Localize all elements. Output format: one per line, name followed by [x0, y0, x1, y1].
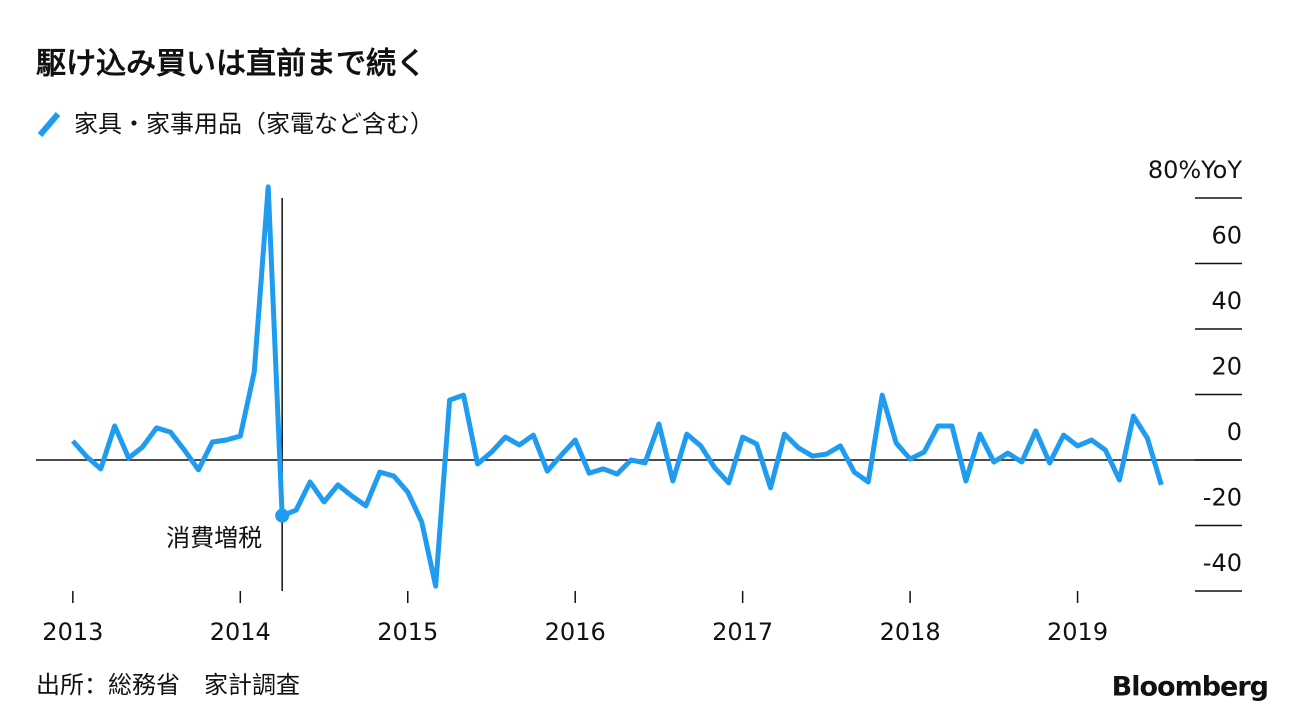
chart-title: 駆け込み買いは直前まで続く — [36, 47, 426, 82]
x-tick-label: 2016 — [545, 618, 606, 646]
legend-swatch — [37, 112, 61, 137]
annotation-label: 消費増税 — [166, 524, 262, 552]
y-tick-label: 80%YoY — [1148, 156, 1243, 184]
y-tick-label: 40 — [1211, 287, 1242, 315]
annotation-dot — [275, 508, 290, 523]
x-tick-label: 2018 — [880, 618, 941, 646]
x-tick-label: 2015 — [377, 618, 438, 646]
source: 出所：総務省 家計調査 — [36, 671, 300, 699]
x-tick-label: 2019 — [1047, 618, 1108, 646]
y-tick-label: 60 — [1211, 222, 1242, 250]
series-line — [70, 184, 1164, 589]
y-tick-label: -20 — [1203, 484, 1242, 512]
logo: Bloomberg — [1112, 672, 1268, 703]
x-tick-label: 2017 — [712, 618, 773, 646]
legend-label: 家具・家事用品（家電など含む） — [74, 110, 434, 138]
y-tick-label: -40 — [1203, 549, 1242, 577]
x-tick-label: 2013 — [42, 618, 103, 646]
y-tick-label: 0 — [1227, 418, 1242, 446]
y-tick-label: 20 — [1211, 353, 1242, 381]
x-tick-label: 2014 — [210, 618, 271, 646]
